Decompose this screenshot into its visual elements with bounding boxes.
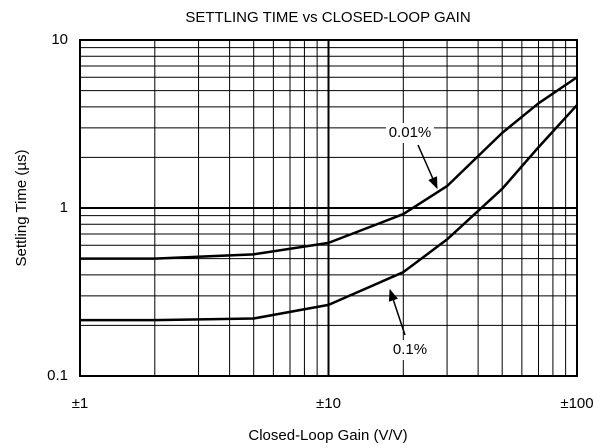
series-label: 0.01% — [389, 124, 432, 141]
line-series — [80, 76, 578, 260]
x-tick-label: ±100 — [560, 395, 593, 412]
annotation-bg — [386, 340, 434, 360]
y-tick-label: 0.1 — [47, 367, 68, 384]
plot-frame — [79, 39, 578, 377]
series-label: 0.1% — [393, 341, 427, 358]
annotation-arrow — [388, 288, 406, 336]
x-tick-label: ±1 — [72, 395, 89, 412]
annotation-arrow — [417, 144, 438, 190]
chart-title: SETTLING TIME vs CLOSED-LOOP GAIN — [185, 9, 470, 26]
line-series — [80, 104, 578, 322]
y-tick-label: 1 — [60, 199, 68, 216]
x-tick-label: ±10 — [316, 395, 341, 412]
y-tick-label: 10 — [51, 31, 68, 48]
y-axis-label: Settling Time (µs) — [13, 149, 30, 266]
x-axis-label: Closed-Loop Gain (V/V) — [248, 427, 407, 444]
annotation-bg — [386, 123, 434, 143]
